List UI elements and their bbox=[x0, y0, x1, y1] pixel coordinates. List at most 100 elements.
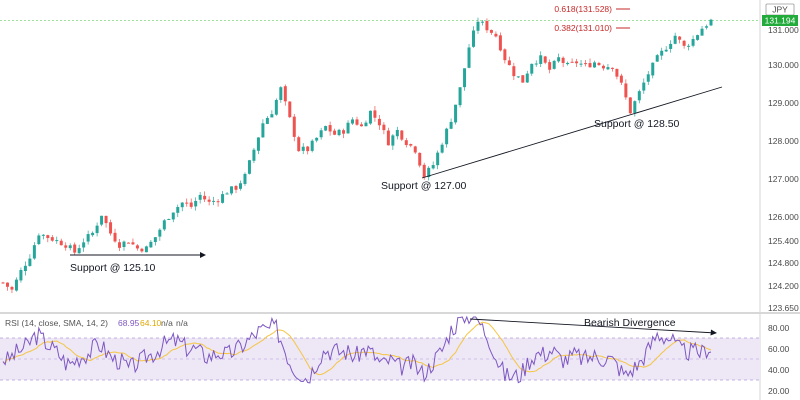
rsi-sma-value: 64.10 bbox=[140, 318, 162, 328]
candle-up bbox=[319, 130, 323, 138]
divergence-line[interactable] bbox=[469, 318, 717, 334]
rsi-tick: 80.00 bbox=[768, 323, 790, 333]
divergence-annotation: Bearish Divergence bbox=[584, 317, 676, 329]
candle-up bbox=[324, 126, 328, 131]
candle-up bbox=[243, 173, 247, 184]
candle-down bbox=[359, 124, 363, 127]
candle-up bbox=[445, 128, 449, 145]
candle-down bbox=[283, 86, 287, 102]
rsi-line bbox=[2, 315, 712, 384]
candle-up bbox=[351, 119, 355, 124]
candle-down bbox=[333, 130, 337, 135]
candle-up bbox=[55, 240, 59, 242]
candle-up bbox=[705, 26, 709, 28]
candle-up bbox=[153, 237, 157, 243]
rsi-tick: 40.00 bbox=[768, 365, 790, 375]
candle-down bbox=[297, 137, 301, 152]
candle-up bbox=[180, 202, 184, 208]
candle-up bbox=[310, 140, 314, 151]
candle-up bbox=[368, 110, 372, 124]
candle-down bbox=[548, 62, 552, 70]
candle-down bbox=[203, 195, 207, 200]
candle-up bbox=[664, 49, 668, 52]
candle-down bbox=[575, 61, 579, 64]
candle-up bbox=[660, 50, 664, 56]
candle-up bbox=[230, 186, 234, 194]
candle-down bbox=[118, 242, 122, 248]
candle-up bbox=[256, 137, 260, 151]
rsi-title: RSI (14, close, SMA, 14, 2) bbox=[5, 318, 108, 328]
price-tick: 130.000 bbox=[768, 60, 799, 70]
candle-down bbox=[10, 286, 14, 290]
currency-label: JPY bbox=[772, 5, 788, 15]
candle-down bbox=[234, 185, 238, 190]
candle-down bbox=[73, 244, 77, 253]
candle-up bbox=[709, 19, 713, 26]
candle-down bbox=[584, 63, 588, 65]
candle-up bbox=[225, 193, 229, 195]
rsi-na-1: n/a bbox=[161, 318, 173, 328]
rsi-axis: 80.00 60.00 40.00 20.00 bbox=[768, 323, 790, 396]
candle-down bbox=[682, 40, 686, 46]
candle-down bbox=[498, 35, 502, 51]
candle-up bbox=[463, 68, 467, 88]
candle-down bbox=[59, 240, 63, 246]
candle-up bbox=[449, 121, 453, 129]
candle-up bbox=[454, 104, 458, 123]
candle-down bbox=[404, 140, 408, 146]
candle-down bbox=[400, 130, 404, 140]
candle-up bbox=[530, 63, 534, 74]
candle-down bbox=[628, 97, 632, 114]
candle-up bbox=[162, 220, 166, 230]
candle-up bbox=[144, 246, 148, 253]
candle-up bbox=[265, 117, 269, 124]
candle-down bbox=[126, 242, 130, 244]
candle-down bbox=[601, 65, 605, 69]
candle-up bbox=[37, 235, 41, 245]
candle-up bbox=[633, 101, 637, 113]
candle-down bbox=[561, 57, 565, 63]
candle-down bbox=[355, 119, 359, 125]
candle-down bbox=[386, 130, 390, 146]
candle-up bbox=[346, 122, 350, 134]
candle-up bbox=[700, 28, 704, 36]
candle-down bbox=[610, 67, 614, 69]
candle-up bbox=[337, 129, 341, 136]
fib-levels: 0.618(131.528) 0.382(131.010) bbox=[554, 4, 630, 33]
candle-up bbox=[171, 212, 175, 220]
candle-up bbox=[458, 87, 462, 106]
candle-up bbox=[238, 183, 242, 189]
candle-down bbox=[113, 232, 117, 242]
candle-up bbox=[691, 39, 695, 46]
fib-level-label: 0.382(131.010) bbox=[554, 23, 612, 33]
candle-up bbox=[673, 35, 677, 44]
candle-up bbox=[279, 87, 283, 100]
candle-up bbox=[19, 270, 23, 281]
candle-down bbox=[5, 282, 9, 287]
support-trendline[interactable] bbox=[421, 86, 723, 179]
candle-down bbox=[328, 125, 332, 132]
candle-up bbox=[122, 241, 126, 248]
candle-up bbox=[467, 47, 471, 68]
candle-up bbox=[566, 62, 570, 65]
candle-up bbox=[431, 165, 435, 169]
support-annotation: Support @ 128.50 bbox=[594, 118, 680, 130]
candle-up bbox=[606, 67, 610, 70]
candle-down bbox=[46, 235, 50, 239]
candle-down bbox=[409, 144, 413, 146]
candle-down bbox=[597, 62, 601, 66]
candle-up bbox=[247, 160, 251, 174]
candle-up bbox=[669, 43, 673, 49]
candle-down bbox=[624, 83, 628, 98]
candle-up bbox=[534, 63, 538, 65]
candle-down bbox=[543, 56, 547, 63]
candle-up bbox=[651, 62, 655, 76]
candle-down bbox=[418, 152, 422, 166]
candle-up bbox=[440, 144, 444, 153]
rsi-value: 68.95 bbox=[118, 318, 140, 328]
candle-down bbox=[185, 202, 189, 204]
candle-up bbox=[539, 55, 543, 64]
support-annotation: Support @ 125.10 bbox=[70, 262, 156, 274]
candle-up bbox=[552, 60, 556, 69]
